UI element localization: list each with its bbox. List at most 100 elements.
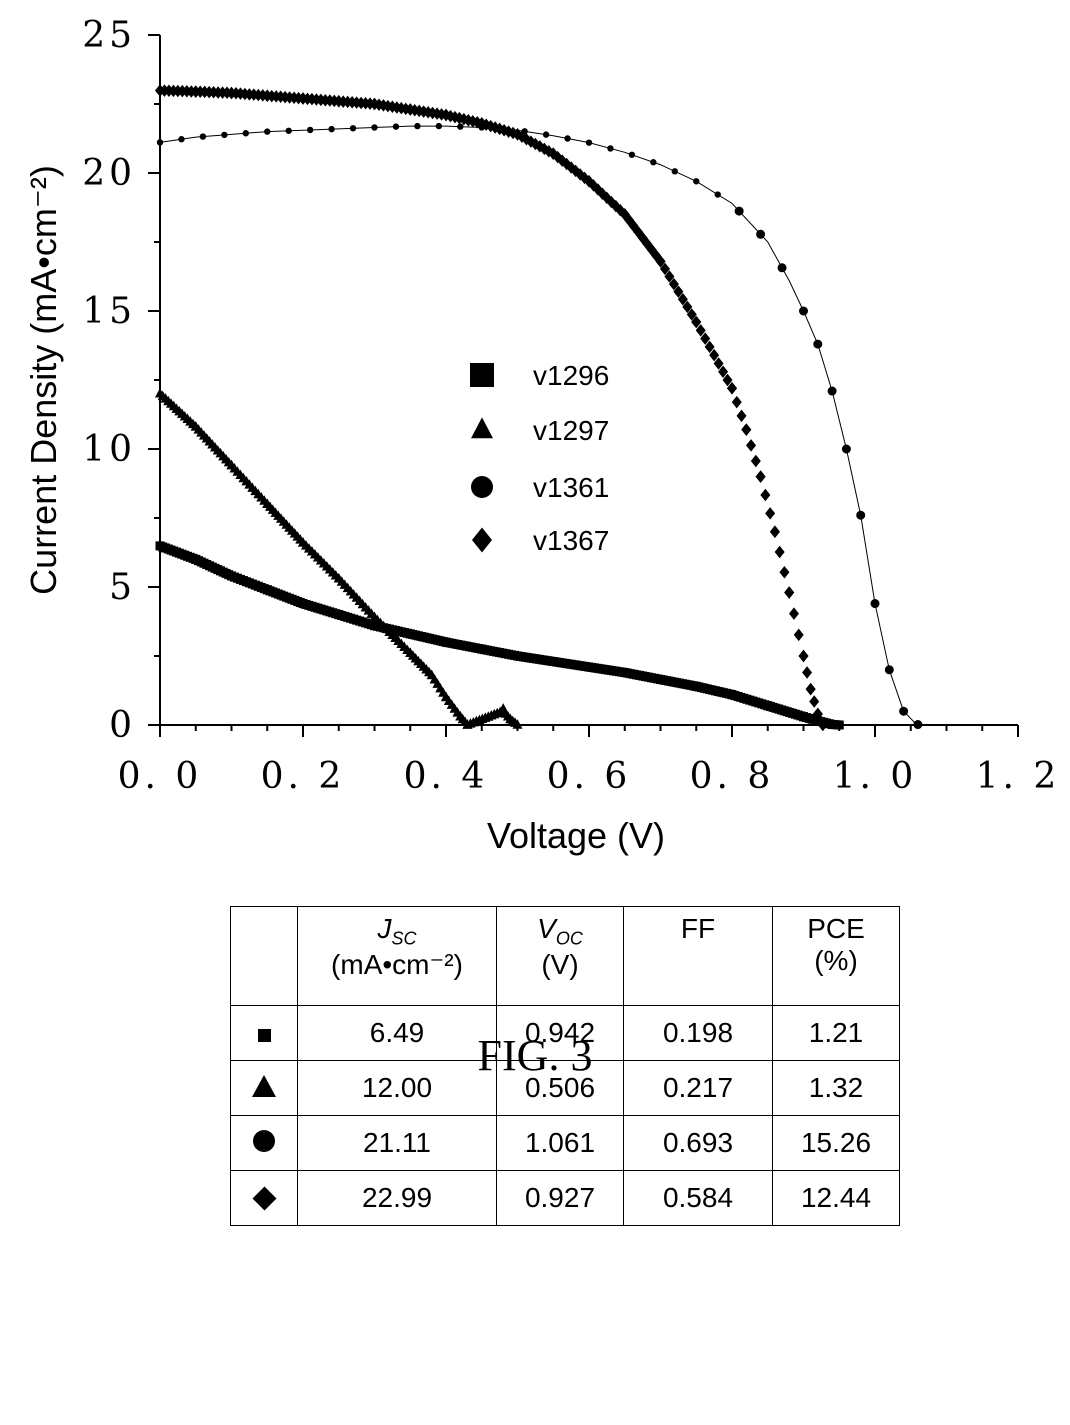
y-tick-label: 25 bbox=[82, 15, 136, 56]
data-point-v1367 bbox=[691, 315, 702, 329]
row-marker-cell bbox=[230, 1115, 298, 1171]
data-point-v1361 bbox=[306, 126, 314, 134]
pce-cell: 1.21 bbox=[772, 1005, 900, 1061]
data-point-v1361 bbox=[884, 665, 894, 675]
data-point-v1367 bbox=[682, 300, 693, 314]
data-point-v1367 bbox=[779, 566, 790, 579]
pce-cell: 12.44 bbox=[772, 1170, 900, 1226]
row-marker-cell bbox=[230, 1170, 298, 1226]
device-parameters-table: JSC (mA•cm⁻²) VOC (V) FF PCE (%) 6.49 0.… bbox=[230, 906, 900, 1226]
data-point-v1367 bbox=[805, 682, 816, 696]
x-tick-label: 1. 0 bbox=[833, 756, 918, 797]
table-row: 12.00 0.506 0.217 1.32 bbox=[230, 1060, 900, 1116]
row-marker-cell bbox=[230, 1005, 298, 1061]
header-cell-ff: FF bbox=[623, 906, 773, 1006]
jsc-unit: (mA•cm⁻²) bbox=[331, 949, 463, 981]
ff-cell: 0.584 bbox=[623, 1170, 773, 1226]
data-point-v1367 bbox=[802, 666, 813, 679]
pce-label: PCE bbox=[807, 913, 865, 944]
data-point-v1361 bbox=[628, 151, 636, 158]
data-point-v1361 bbox=[457, 123, 464, 130]
data-point-v1367 bbox=[774, 545, 785, 559]
x-axis-title: Voltage (V) bbox=[487, 815, 665, 856]
pce-unit: (%) bbox=[814, 945, 858, 977]
table-row: 21.11 1.061 0.693 15.26 bbox=[230, 1115, 900, 1171]
data-point-v1367 bbox=[809, 695, 820, 708]
legend-label-v1296: v1296 bbox=[533, 360, 609, 391]
data-point-v1361 bbox=[693, 178, 700, 185]
header-cell-marker bbox=[230, 906, 298, 1006]
series-v1296 bbox=[155, 541, 844, 730]
data-point-v1361 bbox=[777, 263, 787, 273]
jv-chart: 0. 0 0. 2 0. 4 0. 6 0. 8 1. 0 1. 2 0 5 10 15 20 25 V… bbox=[23, 15, 1061, 856]
data-point-v1367 bbox=[490, 121, 501, 134]
jsc-cell: 21.11 bbox=[297, 1115, 497, 1171]
voc-cell: 0.927 bbox=[496, 1170, 624, 1226]
tick-labels: 0. 0 0. 2 0. 4 0. 6 0. 8 1. 0 1. 2 0 5 10 15 20 25 bbox=[82, 15, 1061, 797]
square-marker-icon bbox=[257, 1028, 271, 1042]
x-tick-label: 0. 2 bbox=[261, 756, 346, 797]
data-point-v1367 bbox=[727, 382, 737, 395]
y-tick-label: 20 bbox=[82, 153, 136, 194]
data-point-v1367 bbox=[812, 707, 823, 721]
ff-cell: 0.198 bbox=[623, 1005, 773, 1061]
data-point-v1361 bbox=[349, 125, 357, 132]
data-point-v1367 bbox=[673, 285, 684, 298]
data-point-v1361 bbox=[542, 131, 550, 138]
data-point-v1361 bbox=[242, 130, 249, 137]
data-point-v1361 bbox=[392, 123, 400, 130]
data-point-v1361 bbox=[178, 136, 185, 143]
data-point-v1367 bbox=[668, 277, 679, 291]
data-point-v1367 bbox=[788, 607, 799, 620]
series-line-v1361 bbox=[159, 125, 919, 726]
data-point-v1367 bbox=[736, 409, 747, 423]
data-point-v1367 bbox=[784, 586, 795, 599]
x-tick-label: 0. 0 bbox=[118, 756, 203, 797]
pce-cell: 1.32 bbox=[772, 1060, 900, 1116]
y-axis-title: Current Density (mA•cm⁻²) bbox=[23, 165, 64, 595]
table-header-row: JSC (mA•cm⁻²) VOC (V) FF PCE (%) bbox=[230, 906, 900, 1006]
data-point-v1367 bbox=[755, 470, 766, 483]
data-point-v1367 bbox=[731, 395, 742, 409]
axis-ticks bbox=[148, 34, 1019, 737]
y-tick-label: 5 bbox=[109, 567, 136, 608]
x-tick-label: 1. 2 bbox=[976, 756, 1061, 797]
data-point-v1367 bbox=[765, 507, 776, 520]
data-point-v1361 bbox=[199, 133, 207, 140]
series-v1361 bbox=[156, 122, 923, 730]
voc-cell: 0.942 bbox=[496, 1005, 624, 1061]
voc-cell: 1.061 bbox=[496, 1115, 624, 1171]
y-tick-label: 0 bbox=[109, 705, 136, 746]
y-tick-label: 15 bbox=[82, 291, 136, 332]
series-v1367 bbox=[155, 84, 828, 732]
jsc-cell: 12.00 bbox=[297, 1060, 497, 1116]
figure-caption: FIG. 3 bbox=[477, 1031, 593, 1080]
data-point-v1361 bbox=[607, 145, 614, 152]
data-point-v1361 bbox=[414, 122, 421, 130]
data-point-v1367 bbox=[655, 255, 666, 268]
data-point-v1367 bbox=[677, 293, 688, 306]
voc-unit: (V) bbox=[541, 949, 579, 981]
data-point-v1361 bbox=[841, 444, 851, 454]
data-point-v1361 bbox=[585, 139, 593, 146]
jsc-cell: 6.49 bbox=[297, 1005, 497, 1061]
data-point-v1367 bbox=[769, 525, 780, 539]
data-point-v1361 bbox=[856, 510, 866, 520]
data-point-v1361 bbox=[827, 386, 837, 396]
jsc-symbol: J bbox=[377, 913, 392, 944]
data-point-v1361 bbox=[435, 122, 443, 130]
data-point-v1297 bbox=[496, 703, 511, 717]
data-point-v1367 bbox=[713, 357, 724, 370]
data-point-v1361 bbox=[371, 124, 378, 131]
ff-label: FF bbox=[680, 913, 716, 944]
data-point-v1367 bbox=[686, 308, 697, 321]
ff-cell: 0.217 bbox=[623, 1060, 773, 1116]
legend-triangle-icon bbox=[471, 417, 493, 439]
header-cell-jsc: JSC (mA•cm⁻²) bbox=[297, 906, 497, 1006]
diamond-marker-icon bbox=[251, 1186, 277, 1211]
data-point-v1367 bbox=[793, 628, 804, 642]
data-point-v1361 bbox=[285, 127, 292, 134]
table-row: 6.49 0.942 0.198 1.21 bbox=[230, 1005, 900, 1061]
voc-subscript: OC bbox=[555, 928, 583, 949]
header-cell-pce: PCE (%) bbox=[772, 906, 900, 1006]
